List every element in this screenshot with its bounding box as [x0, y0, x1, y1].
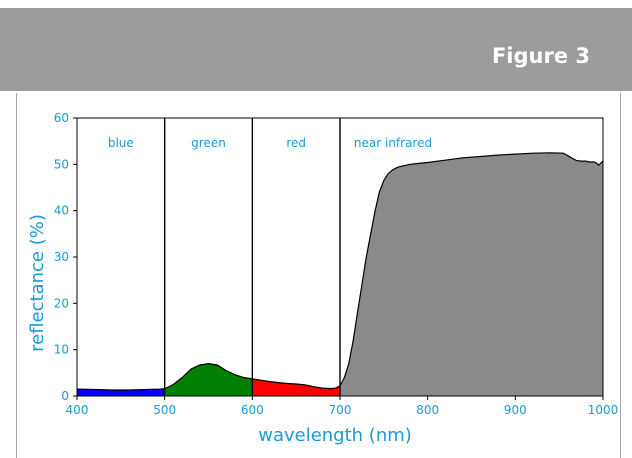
y-tick-label-40: 40	[54, 204, 69, 218]
y-tick-label-50: 50	[54, 157, 69, 171]
reflectance-outline	[76, 152, 604, 391]
area-fill-near-infrared	[340, 152, 603, 396]
band-label-near-infrared: near infrared	[354, 136, 432, 150]
x-tick-label-600: 600	[241, 403, 264, 417]
top-stripe	[0, 0, 632, 8]
x-tick-label-900: 900	[504, 403, 527, 417]
x-tick-label-400: 400	[66, 403, 89, 417]
area-fill-green	[164, 363, 253, 396]
x-tick-label-1000: 1000	[588, 403, 619, 417]
band-label-blue: blue	[108, 136, 134, 150]
y-tick-label-30: 30	[54, 250, 69, 264]
figure-header: Figure 3	[0, 8, 632, 91]
y-tick-label-20: 20	[54, 296, 69, 310]
x-tick-label-700: 700	[329, 403, 352, 417]
area-fill-red	[252, 378, 340, 396]
area-fill-blue	[77, 388, 165, 396]
band-label-green: green	[191, 136, 226, 150]
x-axis-title: wavelength (nm)	[258, 425, 412, 446]
band-label-red: red	[286, 136, 306, 150]
y-tick-label-10: 10	[54, 343, 69, 357]
y-tick-label-0: 0	[61, 389, 69, 403]
y-axis-title: reflectance (%)	[27, 214, 48, 352]
figure-title: Figure 3	[491, 44, 590, 68]
y-tick-label-60: 60	[54, 111, 69, 125]
x-tick-label-800: 800	[416, 403, 439, 417]
x-tick-label-500: 500	[153, 403, 176, 417]
